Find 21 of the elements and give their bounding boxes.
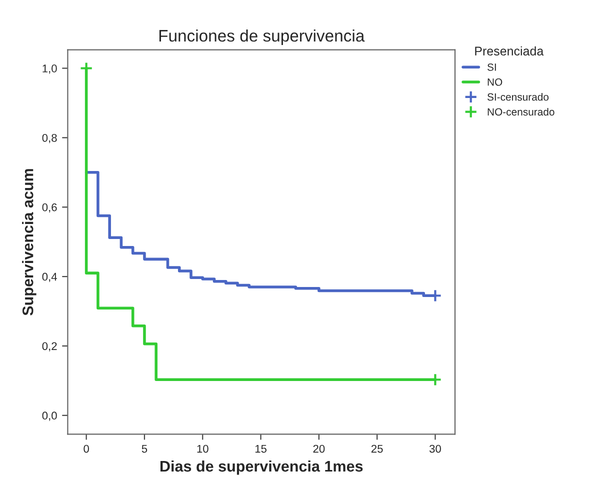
y-axis-title: Supervivencia acum <box>22 169 36 316</box>
y-tick-label: 0,6 <box>42 203 57 213</box>
x-tick-label: 15 <box>255 444 266 453</box>
chart-title: Funciones de supervivencia <box>159 29 365 45</box>
y-tick-label: 0,4 <box>42 272 57 282</box>
x-tick-label: 30 <box>429 444 441 453</box>
legend-label: NO-censurado <box>488 108 554 116</box>
x-tick-label: 25 <box>371 444 383 453</box>
x-tick-label: 10 <box>197 444 208 453</box>
y-tick-label: 1,0 <box>42 64 57 74</box>
x-axis-title: Dias de supervivencia 1mes <box>160 460 363 475</box>
legend-label: SI <box>487 63 496 71</box>
y-tick-label: 0,2 <box>42 342 57 352</box>
y-tick-label: 0,0 <box>42 412 57 421</box>
y-tick-label: 0,8 <box>42 134 57 144</box>
legend-title: Presenciada <box>475 46 544 56</box>
x-tick-label: 5 <box>142 444 148 453</box>
x-tick-label: 0 <box>84 444 89 453</box>
x-tick-label: 20 <box>313 444 325 453</box>
legend-label: SI-censurado <box>487 93 549 101</box>
legend-label: NO <box>488 78 502 86</box>
